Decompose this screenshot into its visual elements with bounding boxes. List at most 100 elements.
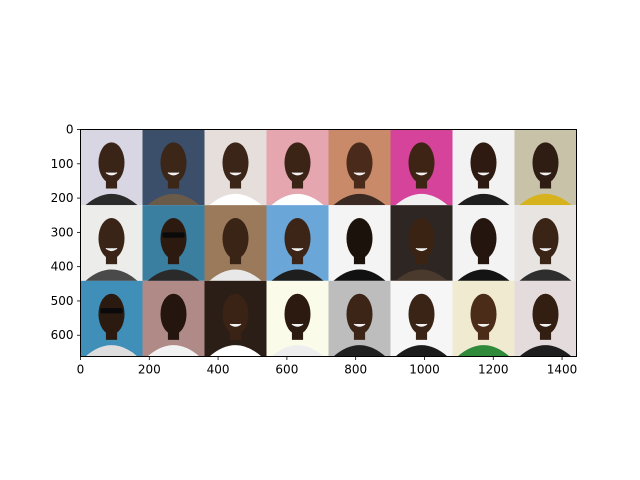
face [346, 293, 373, 335]
face [98, 142, 125, 184]
face [346, 218, 373, 259]
smile [229, 172, 242, 176]
image-tile [204, 129, 267, 206]
image-tile [390, 205, 453, 281]
smile [539, 323, 552, 327]
image-tile [328, 205, 391, 281]
smile [353, 172, 366, 176]
face [408, 293, 435, 335]
image-tile [266, 280, 329, 357]
y-tick-label: 0 [66, 123, 74, 137]
smile [105, 172, 118, 176]
image-tiles [80, 129, 577, 357]
shirt [333, 269, 386, 281]
shirt [333, 193, 386, 206]
y-tick-label: 200 [51, 191, 74, 205]
shirt [395, 345, 448, 357]
shirt [271, 269, 324, 281]
shirt [209, 345, 262, 357]
sunglasses-icon [162, 232, 185, 238]
face [284, 218, 311, 259]
face [470, 293, 497, 335]
image-tile [514, 205, 577, 281]
image-tile [514, 129, 577, 206]
smile [477, 323, 490, 327]
shirt [519, 193, 572, 206]
image-tile [390, 280, 453, 357]
face [408, 218, 435, 259]
shirt [519, 345, 572, 357]
face [222, 142, 249, 184]
x-tick-label: 1200 [478, 363, 509, 377]
smile [291, 323, 304, 327]
shirt [147, 193, 200, 206]
face [470, 218, 497, 259]
x-tick-label: 1400 [547, 363, 578, 377]
face [222, 293, 249, 335]
y-tick-label: 400 [51, 260, 74, 274]
image-tile [266, 205, 329, 281]
image-tile [142, 205, 205, 281]
x-tick-label: 0 [77, 363, 85, 377]
shirt [147, 269, 200, 281]
face [284, 293, 311, 335]
shirt [395, 193, 448, 206]
shirt [85, 269, 138, 281]
smile [415, 323, 428, 327]
face [98, 293, 125, 335]
y-tick-label: 500 [51, 294, 74, 308]
face [532, 142, 559, 184]
y-axis: 0 100 200 300 400 500 600 [51, 123, 81, 342]
x-tick-label: 800 [344, 363, 367, 377]
x-tick-label: 400 [207, 363, 230, 377]
smile [415, 172, 428, 176]
axes-frame [80, 129, 577, 357]
x-tick-label: 200 [138, 363, 161, 377]
smile [167, 172, 180, 176]
image-tile [328, 129, 391, 206]
face [160, 142, 187, 184]
shirt [271, 193, 324, 206]
image-tile [204, 205, 267, 281]
image-tile [142, 280, 205, 357]
image-tile [80, 280, 143, 357]
image-tile [514, 280, 577, 357]
image-tile [204, 280, 267, 357]
image-tile [328, 280, 391, 357]
shirt [333, 345, 386, 357]
smile [105, 247, 118, 252]
sunglasses-icon [100, 308, 123, 314]
face [160, 218, 187, 259]
image-tile [452, 129, 515, 206]
shirt [457, 193, 510, 206]
x-tick-label: 1000 [409, 363, 440, 377]
smile [539, 172, 552, 176]
x-axis: 0 200 400 600 800 1000 1200 1400 [77, 356, 578, 377]
y-tick-label: 600 [51, 328, 74, 342]
shirt [85, 193, 138, 206]
shirt [147, 345, 200, 357]
image-tile [452, 205, 515, 281]
smile [291, 247, 304, 252]
image-tile [80, 129, 143, 206]
y-tick-label: 100 [51, 157, 74, 171]
image-tile [80, 205, 143, 281]
face [408, 142, 435, 184]
face [532, 293, 559, 335]
smile [477, 172, 490, 176]
shirt [457, 345, 510, 357]
face [222, 218, 249, 259]
image-tile [266, 129, 329, 206]
shirt [271, 345, 324, 357]
smile [539, 247, 552, 252]
face [346, 142, 373, 184]
smile [353, 323, 366, 327]
shirt [395, 269, 448, 281]
shirt [85, 345, 138, 357]
face [160, 293, 187, 335]
smile [415, 247, 428, 252]
face [470, 142, 497, 184]
smile [291, 172, 304, 176]
